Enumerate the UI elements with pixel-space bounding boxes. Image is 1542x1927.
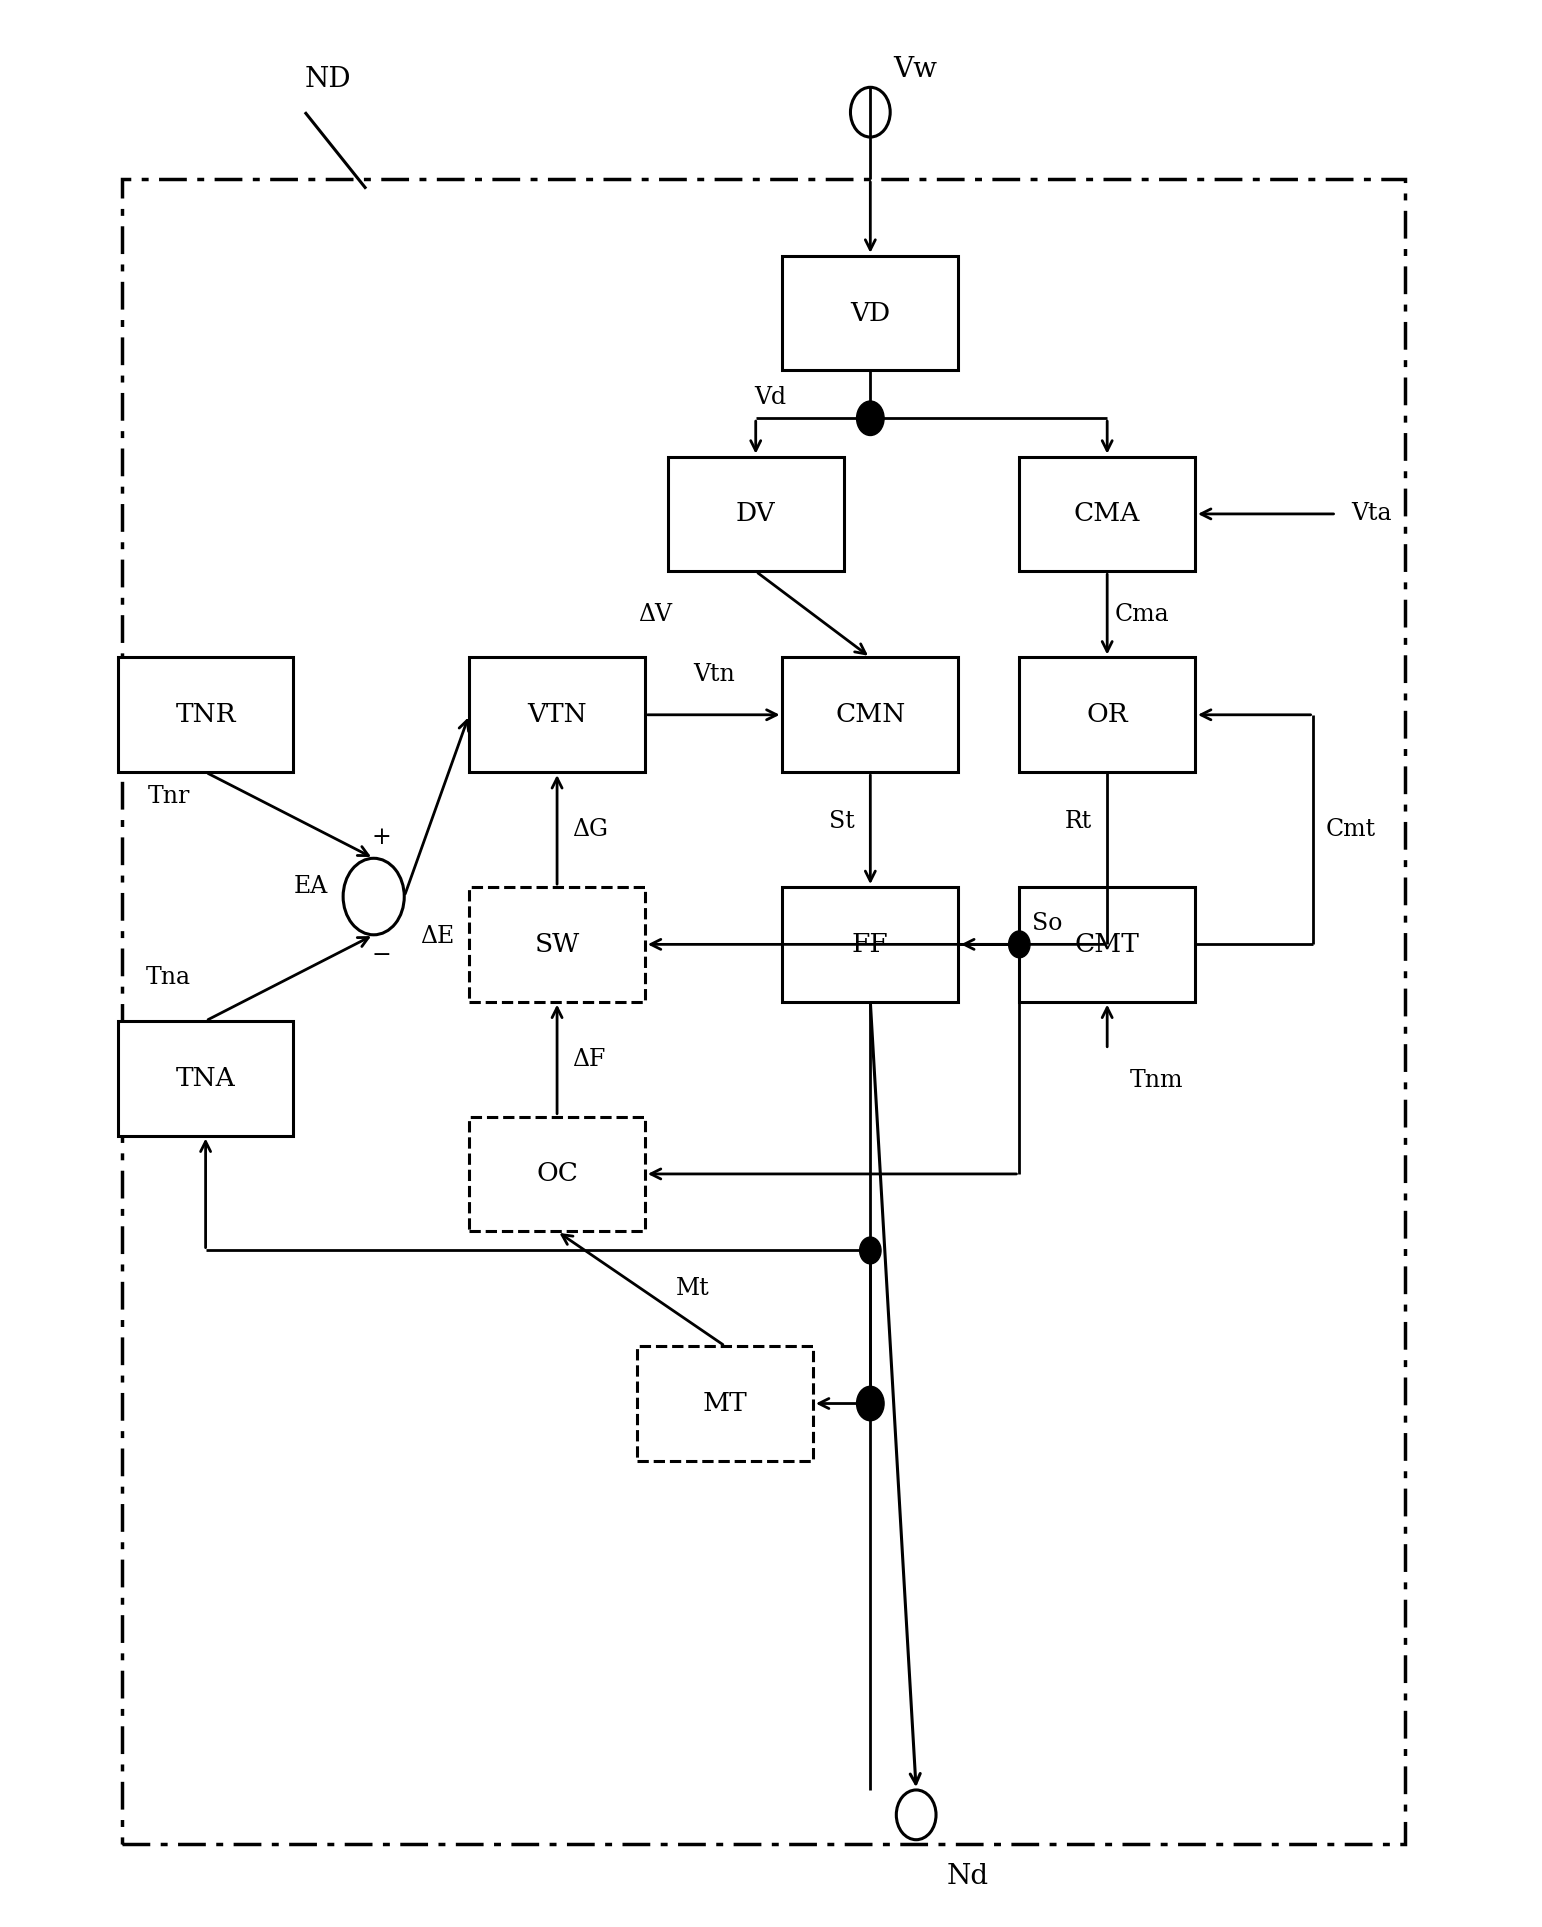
Text: Nd: Nd: [947, 1863, 988, 1890]
Text: SW: SW: [535, 933, 580, 958]
FancyBboxPatch shape: [1019, 457, 1195, 570]
Text: Cmt: Cmt: [1326, 819, 1375, 840]
Circle shape: [856, 401, 884, 436]
Text: +: +: [372, 825, 392, 848]
Text: TNR: TNR: [176, 701, 236, 726]
FancyBboxPatch shape: [117, 1021, 293, 1135]
Text: Cma: Cma: [1115, 603, 1169, 626]
FancyBboxPatch shape: [469, 886, 645, 1002]
FancyBboxPatch shape: [782, 886, 958, 1002]
Text: St: St: [830, 811, 856, 834]
Text: FF: FF: [851, 933, 888, 958]
Text: Vtn: Vtn: [692, 663, 734, 686]
Text: OR: OR: [1087, 701, 1129, 726]
Text: Tnr: Tnr: [148, 784, 190, 807]
Text: CMN: CMN: [836, 701, 905, 726]
Text: EA: EA: [293, 875, 328, 898]
Text: CMT: CMT: [1075, 933, 1140, 958]
Text: Tna: Tna: [145, 965, 190, 989]
Text: ΔG: ΔG: [572, 819, 609, 840]
Text: Vd: Vd: [754, 385, 786, 409]
FancyBboxPatch shape: [782, 657, 958, 773]
Text: TNA: TNA: [176, 1066, 236, 1091]
FancyBboxPatch shape: [469, 1116, 645, 1231]
Text: Vw: Vw: [893, 56, 938, 83]
FancyBboxPatch shape: [1019, 657, 1195, 773]
Text: CMA: CMA: [1073, 501, 1141, 526]
Circle shape: [1008, 931, 1030, 958]
Text: Mt: Mt: [675, 1278, 709, 1301]
Text: VTN: VTN: [527, 701, 588, 726]
Text: DV: DV: [736, 501, 776, 526]
Circle shape: [856, 1386, 884, 1420]
Text: Vta: Vta: [1352, 503, 1392, 526]
FancyBboxPatch shape: [782, 256, 958, 370]
FancyBboxPatch shape: [117, 657, 293, 773]
Text: ΔV: ΔV: [638, 603, 672, 626]
FancyBboxPatch shape: [668, 457, 843, 570]
Text: ND: ND: [305, 66, 352, 92]
Text: −: −: [372, 944, 392, 967]
FancyBboxPatch shape: [469, 657, 645, 773]
Text: OC: OC: [537, 1162, 578, 1187]
Text: Rt: Rt: [1064, 811, 1092, 834]
Text: ΔE: ΔE: [419, 925, 453, 948]
FancyBboxPatch shape: [1019, 886, 1195, 1002]
FancyBboxPatch shape: [637, 1347, 813, 1461]
Text: So: So: [1032, 911, 1062, 935]
Text: ΔF: ΔF: [572, 1048, 606, 1071]
Text: VD: VD: [850, 301, 890, 326]
Circle shape: [859, 1237, 880, 1264]
Text: Tnm: Tnm: [1130, 1069, 1184, 1093]
Text: MT: MT: [703, 1391, 748, 1416]
